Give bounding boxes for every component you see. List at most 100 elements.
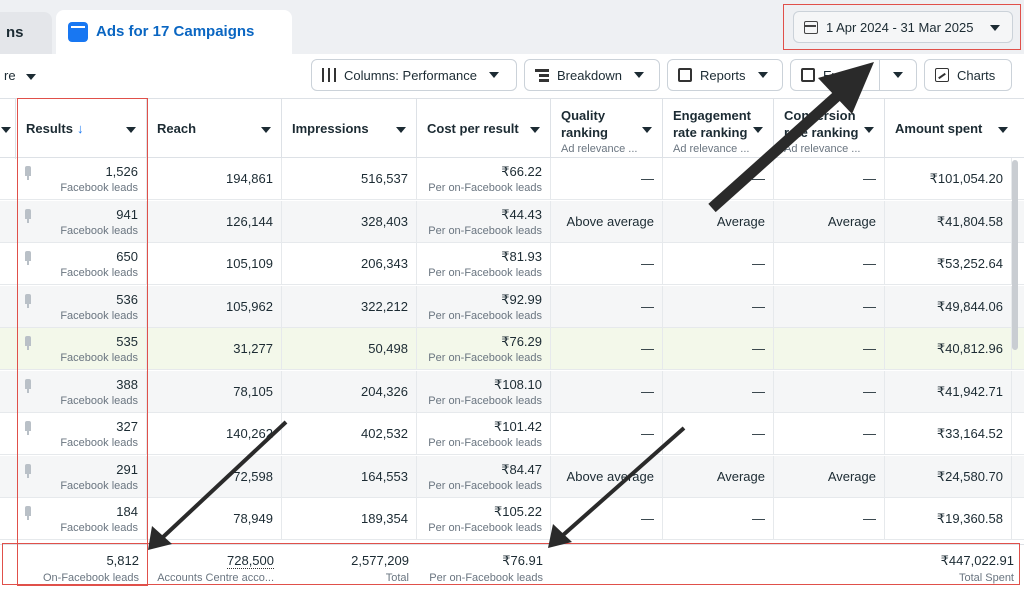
cost-value: ₹101.42 (493, 419, 542, 434)
results-value: 941 (116, 206, 138, 222)
total-row-highlight-box (2, 543, 1020, 585)
amount-value: ₹33,164.52 (936, 426, 1003, 441)
cost-cell: ₹44.43 Per on-Facebook leads (417, 200, 551, 243)
total-reach-sub: Accounts Centre acco... (157, 572, 274, 584)
header-results-label: Results (26, 121, 73, 136)
header-conversion-sub: Ad relevance ... (784, 143, 861, 155)
table-row[interactable]: 1,526 Facebook leads 194,861 516,537 ₹66.22 P… (0, 158, 1024, 200)
table-row[interactable]: 650 Facebook leads 105,109 206,343 ₹81.93 Per… (0, 243, 1024, 285)
tab-strip: ns Ads for 17 Campaigns 1 Apr 2024 - 31 … (0, 0, 1024, 54)
header-reach[interactable]: Reach (147, 99, 282, 159)
header-amount-label: Amount spent (895, 121, 983, 136)
header-select-column[interactable] (0, 99, 16, 159)
results-cell: 535 Facebook leads (16, 328, 147, 370)
engagement-value: Average (716, 213, 765, 229)
table-header: Results ↓ Reach Impressions Cost per resu… (0, 98, 1024, 159)
header-amount-spent[interactable]: Amount spent (885, 99, 1024, 159)
chevron-down-icon (757, 72, 768, 78)
table-row[interactable]: 535 Facebook leads 31,277 50,498 ₹76.29 Per o… (0, 328, 1024, 370)
results-column-highlight-box (17, 98, 148, 586)
reach-value: 72,598 (233, 468, 273, 484)
cost-value: ₹44.43 (501, 206, 542, 222)
impressions-cell: 50,498 (282, 328, 417, 370)
pin-icon (25, 506, 31, 520)
total-impressions-cell: 2,577,209 Total (282, 545, 417, 589)
results-sub: Facebook leads (60, 224, 138, 237)
cost-value: ₹92.99 (501, 291, 542, 307)
amount-value: ₹40,812.96 (936, 341, 1003, 356)
total-cost-sub: Per on-Facebook leads (429, 572, 543, 584)
total-impressions: 2,577,209 (351, 553, 409, 568)
header-impressions[interactable]: Impressions (282, 99, 417, 159)
header-cost-per-result[interactable]: Cost per result (417, 99, 551, 159)
conversion-cell: — (774, 158, 885, 200)
results-cell: 388 Facebook leads (16, 370, 147, 413)
header-results[interactable]: Results ↓ (16, 99, 147, 159)
chevron-down-icon (126, 127, 136, 133)
total-reach-cell: 728,500 Accounts Centre acco... (147, 545, 282, 589)
impressions-cell: 516,537 (282, 158, 417, 200)
results-cell: 1,526 Facebook leads (16, 158, 147, 200)
reports-button[interactable]: Reports (667, 59, 783, 91)
tab-ads[interactable]: Ads for 17 Campaigns (56, 10, 292, 54)
total-cost: ₹76.91 (502, 553, 543, 568)
impressions-value: 164,553 (361, 468, 408, 484)
table-row[interactable]: 327 Facebook leads 140,262 402,532 ₹101.42 Pe… (0, 413, 1024, 455)
table-row[interactable]: 184 Facebook leads 78,949 189,354 ₹105.22 Per… (0, 498, 1024, 540)
conversion-value: Average (827, 213, 876, 229)
cost-sub: Per on-Facebook leads (428, 182, 542, 194)
results-cell: 184 Facebook leads (16, 498, 147, 540)
results-value: 535 (116, 334, 138, 349)
results-cell: 327 Facebook leads (16, 413, 147, 455)
cost-value: ₹76.29 (501, 334, 542, 349)
total-reach[interactable]: 728,500 (227, 553, 274, 569)
calendar-icon (804, 21, 818, 34)
more-dropdown[interactable]: re (4, 68, 36, 83)
reach-cell: 194,861 (147, 158, 282, 200)
table-row[interactable]: 388 Facebook leads 78,105 204,326 ₹108.10 Per… (0, 370, 1024, 413)
reach-cell: 105,962 (147, 285, 282, 328)
table-row[interactable]: 291 Facebook leads 72,598 164,553 ₹84.47 Per … (0, 455, 1024, 498)
engagement-value: — (752, 256, 765, 271)
tab-campaigns[interactable]: ns (0, 12, 52, 54)
export-menu-button[interactable] (879, 59, 917, 91)
engagement-cell: Average (663, 200, 774, 243)
engagement-value: Average (716, 468, 765, 484)
date-range-picker[interactable]: 1 Apr 2024 - 31 Mar 2025 (793, 11, 1013, 43)
reach-cell: 126,144 (147, 200, 282, 243)
reach-value: 105,962 (226, 298, 273, 314)
engagement-cell: — (663, 328, 774, 370)
columns-button[interactable]: Columns: Performance (311, 59, 517, 91)
reach-cell: 78,105 (147, 370, 282, 413)
arrow-to-total-cost (548, 426, 686, 548)
engagement-value: — (752, 341, 765, 356)
ads-icon (68, 22, 88, 42)
engagement-cell: — (663, 243, 774, 285)
cost-sub: Per on-Facebook leads (428, 309, 542, 322)
reach-cell: 31,277 (147, 328, 282, 370)
amount-cell: ₹53,252.64 (885, 243, 1012, 285)
conversion-cell: — (774, 328, 885, 370)
arrow-to-date-range (708, 62, 874, 213)
charts-button[interactable]: Charts (924, 59, 1012, 91)
cost-cell: ₹76.29 Per on-Facebook leads (417, 328, 551, 370)
quality-value: Above average (566, 213, 654, 229)
table-row[interactable]: 536 Facebook leads 105,962 322,212 ₹92.99 Per… (0, 285, 1024, 328)
results-value: 388 (116, 376, 138, 392)
pin-icon (25, 378, 31, 393)
header-quality-line2: ranking (561, 125, 608, 140)
conversion-value: Average (827, 468, 876, 484)
chevron-down-icon (25, 73, 36, 80)
reach-cell: 72,598 (147, 455, 282, 498)
header-engagement-line1: Engagement (673, 108, 752, 123)
vertical-scrollbar[interactable] (1012, 160, 1018, 350)
breakdown-button[interactable]: Breakdown (524, 59, 660, 91)
impressions-value: 204,326 (361, 383, 408, 399)
header-quality-ranking[interactable]: Quality ranking Ad relevance ... (551, 99, 663, 159)
header-engagement-ranking[interactable]: Engagement rate ranking Ad relevance ... (663, 99, 774, 159)
cost-cell: ₹101.42 Per on-Facebook leads (417, 413, 551, 455)
cost-sub: Per on-Facebook leads (428, 522, 542, 534)
amount-cell: ₹101,054.20 (885, 158, 1012, 200)
reach-value: 78,105 (233, 383, 273, 399)
table-row[interactable]: 941 Facebook leads 126,144 328,403 ₹44.43 Per… (0, 200, 1024, 243)
